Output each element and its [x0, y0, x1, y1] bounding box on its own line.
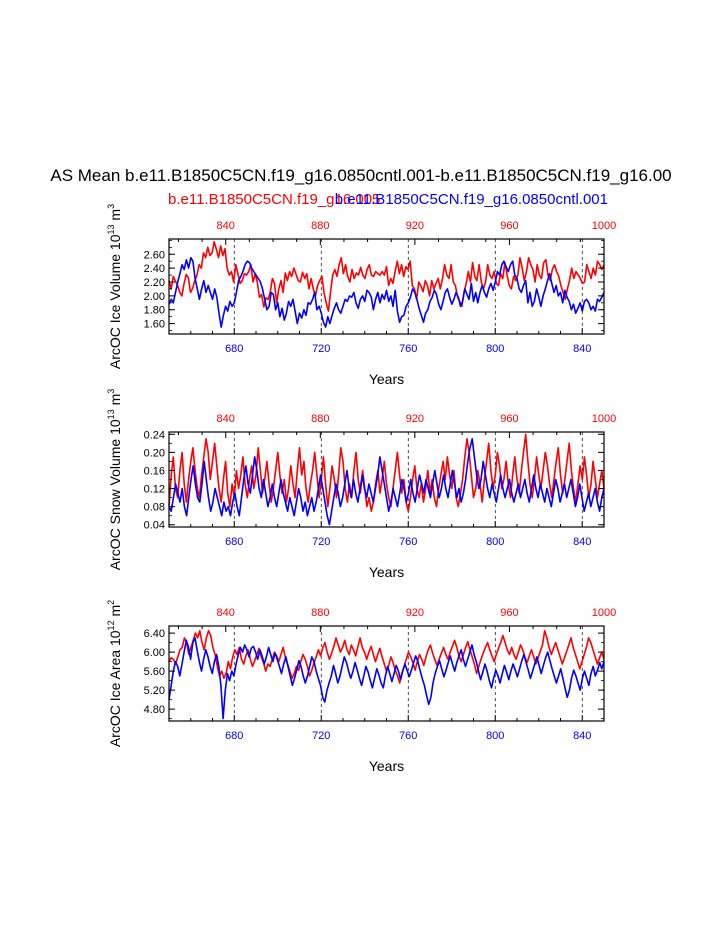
x-tick-label-top: 840	[217, 607, 235, 619]
y-tick-label: 0.16	[144, 465, 165, 477]
x-tick-label-top: 1000	[592, 413, 616, 425]
x-tick-label-bottom: 800	[486, 730, 504, 742]
x-tick-label-bottom: 680	[225, 343, 243, 355]
x-tick-label-top: 880	[311, 607, 329, 619]
y-axis-title: ArcOC Ice Area 1012 m2	[106, 600, 123, 747]
y-tick-label: 2.20	[144, 277, 165, 289]
x-tick-label-top: 920	[406, 220, 424, 232]
x-tick-label-bottom: 800	[486, 343, 504, 355]
panel-1: 1.60 1.80 2.00 2.20 2.40 2.60 680 720 760 800 840 8…	[106, 204, 616, 387]
y-tick-label: 0.20	[144, 447, 165, 459]
x-tick-label-top: 920	[406, 413, 424, 425]
y-tick-label: 0.12	[144, 484, 165, 496]
x-tick-label-bottom: 840	[573, 730, 591, 742]
panel-3: 4.80 5.20 5.60 6.00 6.40 680 720 760 800 840 840 88…	[106, 600, 616, 774]
y-tick-label: 2.00	[144, 291, 165, 303]
x-tick-label-bottom: 720	[312, 730, 330, 742]
x-tick-label-top: 960	[500, 220, 518, 232]
x-tick-label-top: 1000	[592, 607, 616, 619]
x-tick-label-top: 840	[217, 220, 235, 232]
x-tick-label-bottom: 840	[573, 536, 591, 548]
y-tick-label: 1.60	[144, 319, 165, 331]
x-tick-label-top: 920	[406, 607, 424, 619]
y-tick-label: 0.04	[144, 520, 165, 532]
y-tick-label: 4.80	[144, 704, 165, 716]
y-tick-label: 2.60	[144, 249, 165, 261]
x-tick-label-bottom: 720	[312, 343, 330, 355]
series-line	[168, 637, 605, 720]
x-tick-label-top: 840	[217, 413, 235, 425]
figure-title: AS Mean b.e11.B1850C5CN.f19_g16.0850cntl…	[50, 166, 671, 185]
series-line	[168, 241, 605, 312]
x-tick-label-bottom: 760	[399, 730, 417, 742]
x-tick-label-bottom: 800	[486, 536, 504, 548]
y-axis-title: ArcOC Ice Volume 1013 m3	[106, 204, 123, 369]
y-tick-label: 0.24	[144, 429, 165, 441]
x-tick-label-bottom: 680	[225, 730, 243, 742]
y-tick-label: 6.40	[144, 628, 165, 640]
x-tick-label-bottom: 680	[225, 536, 243, 548]
x-tick-label-top: 960	[500, 607, 518, 619]
legend-blue-case: b.e11.B1850C5CN.f19_g16.0850cntl.001	[335, 191, 608, 208]
legend-red-case: b.e11.B1850C5CN.f19_g16.005	[168, 191, 380, 208]
y-tick-label: 2.40	[144, 263, 165, 275]
x-tick-label-top: 960	[500, 413, 518, 425]
series-line	[168, 256, 605, 328]
x-tick-label-bottom: 840	[573, 343, 591, 355]
x-axis-title: Years	[369, 758, 404, 774]
y-axis-title: ArcOC Snow Volume 1013 m3	[106, 389, 123, 571]
y-tick-label: 6.00	[144, 647, 165, 659]
y-tick-label: 5.20	[144, 685, 165, 697]
x-tick-label-bottom: 760	[399, 343, 417, 355]
x-axis-title: Years	[369, 371, 404, 387]
y-tick-label: 5.60	[144, 666, 165, 678]
y-tick-label: 1.80	[144, 305, 165, 317]
series-line	[168, 437, 605, 526]
x-axis-title: Years	[369, 564, 404, 580]
x-tick-label-top: 880	[311, 413, 329, 425]
panel-2: 0.04 0.08 0.12 0.16 0.20 0.24 680 720 760 800 840 8…	[106, 389, 616, 580]
panels-group: 1.60 1.80 2.00 2.20 2.40 2.60 680 720 760 800 840 8…	[106, 204, 616, 774]
y-tick-label: 0.08	[144, 502, 165, 514]
x-tick-label-bottom: 760	[399, 536, 417, 548]
x-tick-label-bottom: 720	[312, 536, 330, 548]
x-tick-label-top: 880	[311, 220, 329, 232]
x-tick-label-top: 1000	[592, 220, 616, 232]
